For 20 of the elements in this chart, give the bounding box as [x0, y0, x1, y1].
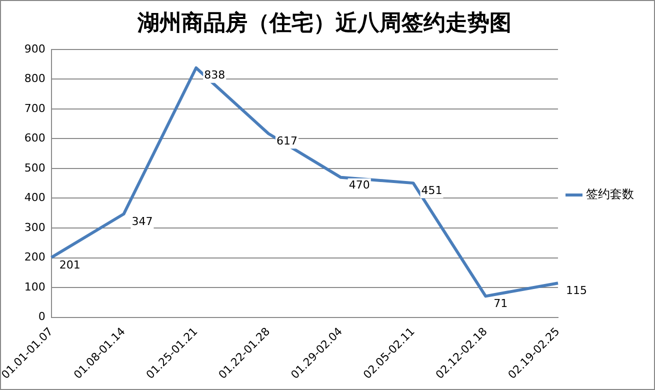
y-tick-label: 500 [24, 161, 46, 174]
y-tick-label: 900 [24, 42, 46, 56]
y-tick-label: 700 [24, 102, 46, 115]
data-label: 347 [132, 214, 153, 228]
y-tick-label: 100 [24, 280, 46, 294]
data-label: 838 [204, 68, 226, 82]
data-label: 617 [276, 134, 298, 148]
legend-label: 签约套数 [586, 187, 634, 202]
y-tick-label: 200 [24, 250, 46, 264]
y-tick-label: 600 [24, 132, 46, 145]
y-tick-label: 300 [24, 220, 46, 234]
y-tick-label: 400 [24, 191, 46, 204]
data-label: 470 [348, 178, 370, 192]
y-tick-label: 0 [38, 310, 46, 324]
chart-title: 湖州商品房（住宅）近八周签约走势图 [136, 10, 512, 36]
y-tick-label: 800 [24, 72, 46, 86]
data-label: 115 [566, 284, 587, 297]
data-label: 201 [59, 258, 80, 272]
data-label: 451 [421, 184, 442, 197]
data-label: 71 [494, 297, 508, 310]
